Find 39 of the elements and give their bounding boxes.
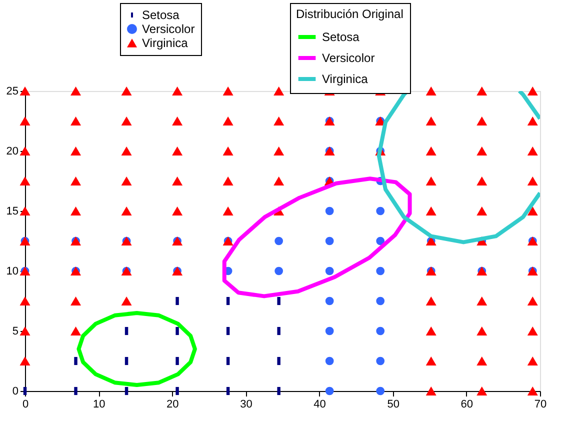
point [376, 356, 385, 366]
point [376, 296, 385, 306]
point [376, 326, 385, 336]
legend-label: Versicolor [142, 22, 195, 36]
legend-label: Setosa [322, 30, 360, 44]
point [376, 236, 385, 246]
point [376, 386, 385, 396]
point [325, 206, 334, 216]
point [325, 296, 334, 306]
line-series [222, 176, 412, 298]
point [274, 236, 284, 246]
y-tick-label: 10 [6, 266, 18, 278]
legend-label: Setosa [142, 8, 180, 22]
x-tick-label: 50 [387, 398, 400, 410]
point [325, 236, 334, 246]
line-series [76, 311, 197, 387]
x-tick-label: 30 [240, 398, 252, 410]
y-tick-label: 20 [6, 146, 18, 158]
y-tick-label: 15 [6, 206, 18, 218]
point [376, 206, 385, 216]
y-tick-label: 0 [12, 386, 18, 398]
y-tick-label: 25 [6, 86, 18, 98]
point [325, 386, 334, 396]
x-tick-label: 40 [314, 398, 326, 410]
point [376, 266, 385, 276]
x-tick-label: 20 [166, 398, 179, 410]
legend-label: Virginica [142, 36, 188, 50]
y-tick-label: 5 [12, 326, 18, 338]
x-tick-label: 60 [460, 398, 474, 410]
point [325, 326, 334, 336]
point [325, 356, 334, 366]
point [325, 266, 334, 276]
legend-label: Virginica [322, 72, 368, 86]
x-tick-label: 10 [92, 398, 106, 410]
x-tick-label: 0 [22, 398, 29, 410]
legend-title: Distribución Original [296, 7, 404, 21]
x-tick-label: 70 [534, 398, 547, 410]
point [274, 266, 284, 276]
legend-label: Versicolor [322, 51, 375, 65]
